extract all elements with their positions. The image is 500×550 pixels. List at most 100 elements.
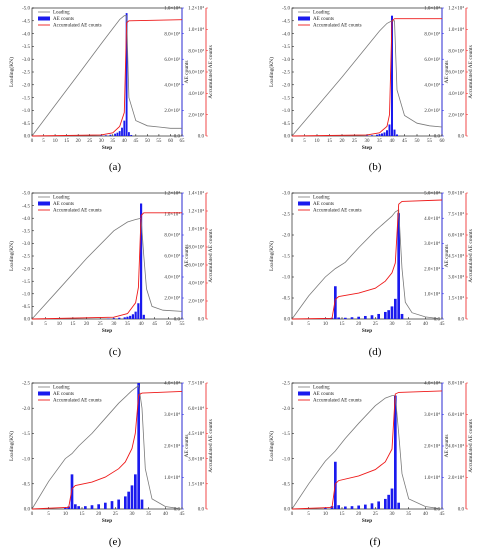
ae-tick-label: 3.0×10⁴ [424,241,440,247]
accumulated-axis-label: Accumulated AE counts [468,45,474,98]
ae-tick-label: 8.0×10³ [424,31,440,37]
x-tick-label: 25 [373,512,379,517]
ae-tick-label: 1.0×10⁴ [164,6,180,12]
y-tick-label: -1.0 [282,276,290,281]
accumulated-tick-label: 0.0 [198,135,205,140]
chart-panel-3: 0 5 10 15 20 25 30 35 40 45 50 55 Step 0.0 -0.5 -1.0 -1.… [8,191,214,334]
x-tick-label: 30 [365,139,371,144]
ae-tick-label: 6.0×10³ [164,57,180,63]
x-tick-label: 45 [440,512,446,517]
ae-tick-label: 1.0×10⁴ [164,475,180,481]
legend-loading-label: Loading [53,11,70,16]
ae-bar [390,306,394,319]
x-tick-label: 30 [390,512,396,517]
x-tick-label: 30 [111,322,117,327]
ae-tick-label: 6.0×10³ [164,254,180,260]
ae-bar [391,15,393,136]
ae-bar [366,135,368,136]
ae-tick-label: 1.0×10⁴ [164,212,180,218]
ae-bar [394,395,397,509]
accumulated-tick-label: 4.5×10⁴ [188,431,204,437]
y-tick-label: -1.0 [22,293,30,298]
ae-bar [137,383,140,509]
ae-bar [74,504,77,509]
accumulated-tick-label: 1.0×10⁴ [188,227,204,233]
ae-bar [137,303,140,319]
x-tick-label: 35 [125,322,131,327]
ae-bar [140,203,143,319]
y-tick-label: -5.0 [22,192,30,197]
ae-bar [77,506,80,509]
x-tick-label: 15 [340,322,346,327]
ae-bar [397,502,400,509]
ae-bar [117,499,120,509]
ae-bar [370,315,374,319]
ae-bar [64,508,67,509]
y-axis-label: Loading(KN) [8,57,15,87]
accumulated-line [291,18,442,137]
accumulated-tick-label: 6.0×10³ [188,70,204,76]
ae-bar [104,502,107,509]
legend-ae-label: AE counts [53,202,74,207]
x-tick-label: 30 [99,139,105,144]
x-tick-label: 45 [133,139,139,144]
accumulated-tick-label: 3.0×10⁴ [188,456,204,462]
x-tick-label: 35 [406,512,412,517]
accumulated-tick-label: 7.5×10⁴ [448,212,464,218]
accumulated-tick-label: 0.0 [198,508,205,513]
legend-accumulated-label: Accumulated AE counts [53,209,102,214]
ae-tick-label: 2.0×10³ [164,296,180,302]
ae-bar [393,129,396,136]
x-axis-label: Step [362,518,372,524]
x-tick-label: 10 [53,139,59,144]
ae-tick-label: 4.0×10³ [424,83,440,89]
accumulated-line [291,390,443,510]
ae-bar [371,135,373,136]
chart-panel-4: 0 5 10 15 20 25 30 35 40 45 Step 0.0 -0.5 -1.0 -1.5 -2.… [268,191,474,334]
loading-line [291,20,443,137]
accumulated-tick-label: 6.0×10³ [448,70,464,76]
accumulated-axis-label: Accumulated AE counts [208,45,214,98]
ae-bar [90,505,94,509]
ae-bar [84,506,87,509]
ae-bar [397,213,400,319]
loading-line [31,384,183,510]
x-tick-label: 5 [303,139,306,144]
y-tick-label: -2.0 [22,407,30,412]
ae-tick-label: 4.0×10⁴ [424,216,440,222]
x-tick-label: 40 [390,139,396,144]
legend-ae-label: AE counts [313,202,334,207]
y-tick-label: -2.5 [22,71,30,76]
ae-bar [109,134,112,136]
x-tick-label: 45 [402,139,408,144]
x-tick-label: 15 [64,139,70,144]
y-axis-label: Loading(KN) [8,241,15,271]
accumulated-tick-label: 4.5×10⁴ [448,254,464,260]
y-tick-label: -2.0 [282,407,290,412]
x-tick-label: 10 [323,322,329,327]
panel-label-c: (c) [109,346,122,358]
ae-bar [337,317,340,319]
y-tick-label: -1.0 [282,457,290,462]
x-tick-label: 55 [180,322,186,327]
y-tick-label: -4.5 [22,20,30,25]
ae-bar [121,127,123,136]
x-tick-label: 30 [130,512,136,517]
x-tick-label: 10 [57,322,63,327]
ae-tick-label: 4.0×10³ [164,275,180,281]
x-axis-label: Step [362,145,372,151]
x-tick-label: 20 [356,512,362,517]
y-axis-label: Loading(KN) [268,431,275,461]
accumulated-tick-label: 0.0 [458,135,465,140]
ae-tick-label: 2.0×10³ [424,108,440,114]
accumulated-line [31,212,182,320]
x-tick-label: 10 [315,139,321,144]
x-tick-label: 25 [352,139,358,144]
x-tick-label: 35 [146,512,152,517]
accumulated-tick-label: 6.0×10³ [188,263,204,269]
y-tick-label: -0.5 [282,483,290,488]
loading-line [31,217,183,320]
x-tick-label: 0 [31,139,34,144]
x-tick-label: 15 [70,322,76,327]
